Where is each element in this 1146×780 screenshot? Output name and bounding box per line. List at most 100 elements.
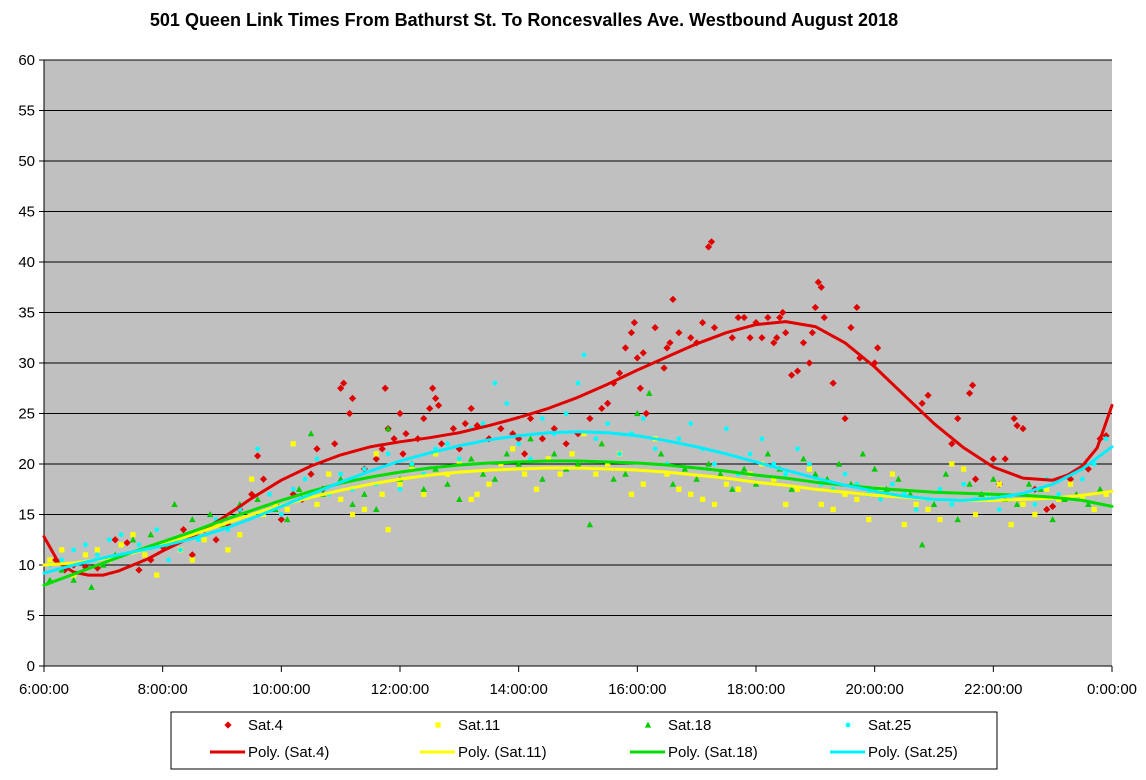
data-point-series-3 (961, 481, 967, 487)
data-point-series-0 (562, 440, 570, 448)
data-point-series-0 (651, 324, 659, 332)
data-point-series-3 (290, 486, 296, 492)
data-point-series-3 (409, 461, 415, 467)
data-point-series-0 (758, 334, 766, 342)
data-point-series-2 (515, 460, 522, 467)
data-point-series-0 (853, 303, 861, 312)
data-point-series-0 (337, 384, 345, 392)
legend-label: Poly. (Sat.4) (248, 744, 329, 761)
data-point-series-0 (1019, 425, 1027, 433)
data-point-series-0 (449, 425, 457, 433)
data-point-series-0 (793, 367, 802, 375)
y-tick-label: 0 (27, 658, 35, 675)
data-point-series-1 (290, 441, 296, 447)
data-point-series-1 (397, 481, 403, 487)
data-point-series-3 (593, 436, 599, 442)
data-point-series-0 (259, 475, 268, 483)
data-point-series-0 (289, 490, 297, 498)
data-point-series-2 (361, 490, 368, 497)
data-point-series-1 (854, 496, 860, 502)
data-point-series-2 (254, 495, 261, 502)
data-point-series-2 (634, 410, 641, 417)
data-point-series-2 (871, 465, 878, 472)
data-point-series-1 (47, 557, 53, 563)
data-point-series-1 (189, 557, 195, 563)
data-point-series-3 (783, 471, 789, 477)
data-point-series-2 (669, 480, 677, 487)
data-point-series-3 (575, 380, 581, 386)
data-point-series-0 (432, 394, 440, 402)
data-point-series-2 (752, 480, 760, 487)
data-point-series-2 (764, 450, 772, 457)
data-point-series-3 (314, 456, 320, 462)
data-point-series-3 (913, 507, 919, 512)
data-point-series-1 (474, 491, 480, 497)
data-point-series-0 (734, 313, 742, 322)
data-point-series-0 (1043, 505, 1051, 514)
y-tick-label: 10 (18, 557, 35, 574)
data-point-series-2 (456, 495, 463, 502)
data-point-series-0 (574, 430, 582, 438)
data-point-series-0 (924, 391, 932, 399)
data-point-series-2 (503, 450, 510, 457)
data-point-series-0 (918, 399, 926, 407)
data-point-series-1 (373, 451, 379, 457)
data-point-series-0 (1049, 502, 1057, 511)
data-point-series-1 (996, 481, 1002, 487)
data-point-series-0 (740, 313, 748, 322)
data-point-series-3 (456, 456, 462, 462)
data-point-series-1 (794, 486, 801, 492)
data-point-series-3 (688, 421, 694, 426)
data-point-series-0 (399, 450, 407, 458)
data-point-series-0 (687, 334, 695, 342)
data-point-series-2 (729, 485, 736, 492)
data-point-series-2 (1085, 501, 1092, 507)
data-point-series-0 (660, 364, 668, 372)
data-point-series-1 (676, 486, 682, 492)
data-point-series-0 (728, 334, 736, 342)
data-point-series-2 (295, 485, 303, 492)
data-point-series-1 (314, 501, 320, 507)
x-tick-label: 8:00:00 (138, 681, 188, 698)
y-tick-label: 45 (18, 204, 35, 221)
data-point-series-1 (961, 466, 967, 472)
data-point-series-1 (1032, 511, 1038, 518)
data-point-series-0 (971, 475, 980, 483)
data-point-series-0 (212, 536, 220, 544)
data-point-series-1 (664, 471, 670, 477)
data-point-series-0 (277, 515, 285, 524)
data-point-series-2 (147, 531, 154, 538)
tick-labels: 0 5 10 15 20 25 30 35 40 45 50 55 60 6:00:00 8:00:00 10… (18, 52, 1137, 698)
legend-swatch (435, 722, 441, 728)
data-point-series-1 (522, 471, 528, 477)
data-point-series-0 (135, 566, 143, 574)
data-point-series-2 (373, 506, 380, 513)
legend-swatch (644, 721, 652, 728)
data-point-series-0 (847, 324, 855, 332)
data-point-series-0 (123, 539, 131, 547)
data-point-series-0 (147, 556, 155, 564)
legend: Sat.4 Sat.11 Sat.18 Sat.25 Poly. (Sat.4) Poly… (170, 711, 998, 770)
data-point-series-2 (539, 475, 546, 482)
data-point-series-1 (142, 552, 148, 558)
trend-line-7 (42, 430, 1114, 575)
data-point-series-2 (812, 470, 819, 477)
data-point-series-0 (179, 526, 188, 534)
data-point-series-3 (154, 527, 160, 533)
data-point-series-1 (118, 542, 124, 548)
data-point-series-1 (889, 471, 896, 477)
data-point-series-3 (1079, 476, 1085, 482)
data-point-series-0 (437, 440, 446, 448)
data-point-series-3 (255, 446, 260, 452)
legend-label: Poly. (Sat.11) (458, 744, 547, 761)
y-tick-label: 35 (18, 305, 35, 322)
data-point-series-2 (918, 541, 926, 548)
data-point-series-0 (799, 339, 808, 347)
data-point-series-2 (88, 583, 95, 590)
data-point-series-0 (856, 354, 864, 362)
data-point-series-1 (59, 547, 65, 553)
data-point-series-3 (996, 507, 1002, 512)
trend-lines (42, 320, 1114, 587)
data-point-series-0 (372, 455, 380, 463)
data-point-series-0 (426, 404, 434, 413)
